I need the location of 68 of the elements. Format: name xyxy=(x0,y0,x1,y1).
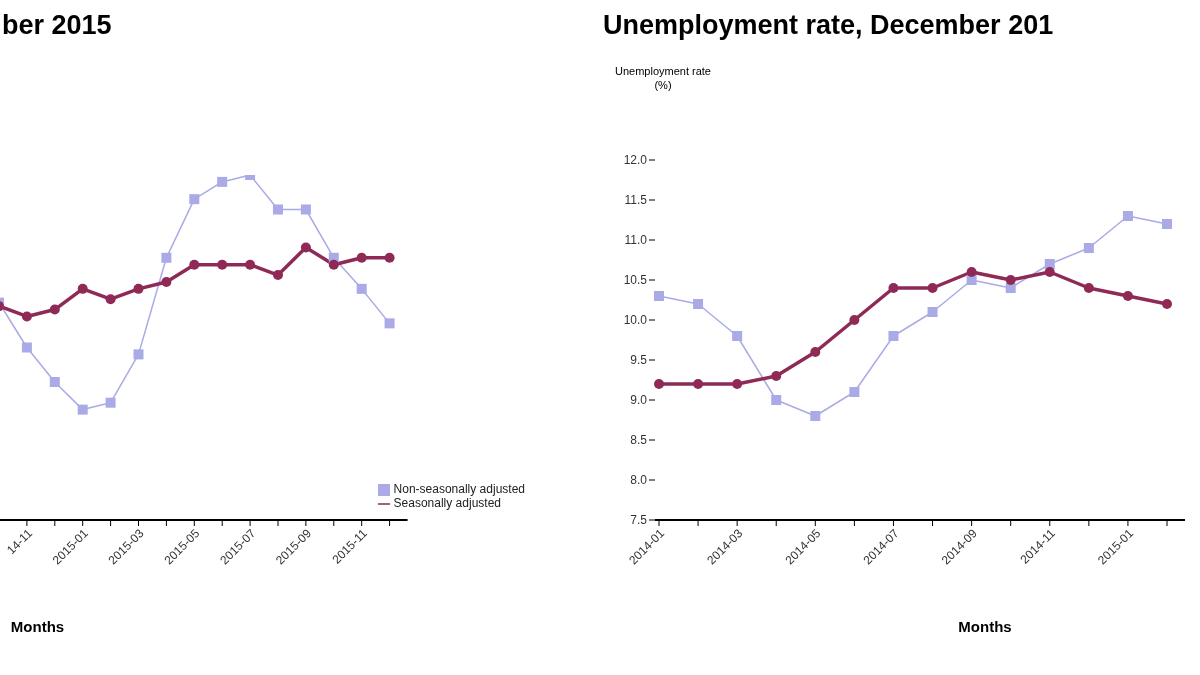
y-tick-label: 8.5 xyxy=(630,433,648,448)
point xyxy=(161,252,172,263)
point xyxy=(189,194,200,205)
point xyxy=(133,283,144,294)
x-axis-title: Months xyxy=(958,618,1012,635)
point xyxy=(105,294,116,305)
legend-label: Seasonally adjusted xyxy=(393,496,501,510)
y-tick-label: 12.0 xyxy=(623,153,648,168)
point xyxy=(21,311,32,322)
chart-title: ber 2015 xyxy=(2,10,112,41)
y-tick-label: 10.0 xyxy=(623,313,648,328)
point xyxy=(732,331,743,341)
y-tick-label: 9.0 xyxy=(630,393,648,408)
point xyxy=(888,331,899,341)
point xyxy=(217,259,228,270)
point xyxy=(300,204,311,215)
y-axis-title: Unemployment rate (%) xyxy=(615,64,711,92)
point xyxy=(849,315,860,325)
x-axis-title: Months xyxy=(10,618,65,635)
point xyxy=(77,283,88,294)
point xyxy=(810,411,821,421)
point xyxy=(888,283,899,293)
point xyxy=(810,347,821,357)
point xyxy=(300,242,311,253)
point xyxy=(1083,243,1094,253)
point xyxy=(49,377,60,387)
y-tick-label: 7.5 xyxy=(630,513,648,528)
point xyxy=(927,307,938,317)
point xyxy=(105,397,116,408)
point xyxy=(77,404,88,415)
point xyxy=(272,204,283,215)
legend-label: Non-seasonally adjusted xyxy=(393,482,525,496)
point xyxy=(1083,283,1094,293)
chart-title: Unemployment rate, December 201 xyxy=(603,10,1054,41)
point xyxy=(272,270,283,281)
point xyxy=(384,318,395,329)
point xyxy=(732,379,743,389)
point xyxy=(654,291,664,301)
point xyxy=(1044,267,1055,277)
point xyxy=(245,259,256,270)
point xyxy=(771,395,782,405)
point xyxy=(1005,275,1016,285)
point xyxy=(356,283,367,294)
point xyxy=(771,371,782,381)
y-tick-label: 11.0 xyxy=(624,233,648,248)
y-tick-label: 8.0 xyxy=(630,473,648,488)
point xyxy=(21,342,32,353)
point xyxy=(1162,219,1172,229)
point xyxy=(693,299,704,309)
point xyxy=(356,252,367,263)
point xyxy=(1122,291,1133,301)
point xyxy=(1162,299,1172,309)
point xyxy=(1122,211,1133,221)
y-tick-label: 11.5 xyxy=(624,193,648,208)
y-tick-label: 10.5 xyxy=(623,273,648,288)
point xyxy=(849,387,860,397)
point xyxy=(189,259,200,270)
point xyxy=(49,304,60,315)
point xyxy=(161,276,172,287)
point xyxy=(654,379,664,389)
point xyxy=(966,267,977,277)
point xyxy=(133,349,144,360)
point xyxy=(384,252,395,263)
point xyxy=(328,259,339,270)
y-tick-label: 9.5 xyxy=(630,353,648,368)
point xyxy=(927,283,938,293)
point xyxy=(693,379,704,389)
point xyxy=(217,176,228,187)
